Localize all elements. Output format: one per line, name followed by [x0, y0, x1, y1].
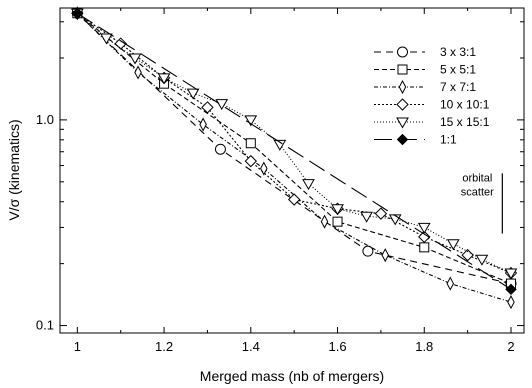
data-point [397, 46, 408, 58]
data-point [396, 133, 409, 146]
data-point [273, 139, 287, 151]
x-tick-label: 1.2 [155, 339, 173, 354]
data-point [388, 214, 402, 226]
data-point [287, 193, 301, 206]
data-point [418, 230, 431, 244]
data-point [504, 268, 518, 280]
orbital-scatter-annotation: orbital scatter [461, 172, 503, 234]
x-tick-label: 1.6 [328, 339, 346, 354]
data-point [332, 216, 343, 227]
data-point [199, 117, 207, 132]
x-axis-ticks: 1 1.2 1.4 1.6 1.8 2 [74, 8, 515, 354]
series-line [76, 12, 512, 303]
plot-frame [59, 7, 525, 334]
legend-label: 10 x 10:1 [440, 98, 490, 112]
data-point [475, 254, 489, 266]
data-point [186, 88, 200, 100]
data-point [134, 65, 142, 80]
data-point [446, 276, 455, 291]
x-tick-label: 1 [74, 339, 81, 354]
data-point [397, 64, 408, 75]
series-line [76, 12, 512, 285]
data-point [302, 179, 315, 191]
data-point [157, 73, 171, 85]
data-point [320, 214, 329, 229]
data-point [215, 99, 229, 111]
legend-label: 5 x 5:1 [440, 63, 476, 77]
legend-label: 15 x 15:1 [440, 115, 490, 129]
data-point [461, 248, 474, 262]
legend-label: 7 x 7:1 [440, 80, 476, 94]
x-axis-label: Merged mass (nb of mergers) [200, 368, 384, 384]
data-point [100, 33, 113, 45]
series-15-x-15-1 [70, 8, 518, 280]
y-axis-ticks: 0.1 1.0 [36, 21, 524, 333]
series-line [77, 12, 512, 290]
legend: 3 x 3:1 5 x 5:1 7 x 7:1 10 x 10:1 15 x 15:1 1… [374, 45, 490, 147]
data-point [360, 211, 373, 223]
x-tick-label: 1.8 [415, 339, 433, 354]
data-point [505, 283, 517, 296]
series-layer [70, 6, 518, 310]
data-point [244, 115, 258, 127]
x-tick-label: 1.4 [242, 339, 260, 354]
data-point [214, 143, 226, 155]
y-tick-label: 1.0 [36, 112, 54, 127]
data-point [374, 207, 388, 220]
data-point [417, 222, 431, 234]
data-point [396, 98, 409, 111]
data-point [71, 7, 84, 19]
data-point [396, 117, 409, 129]
data-point [331, 204, 344, 216]
y-axis-label: V/σ (kinematics) [6, 119, 22, 220]
legend-label: 1:1 [440, 133, 457, 147]
data-point [398, 79, 407, 95]
data-point [362, 245, 374, 257]
data-point [507, 295, 515, 310]
data-point [381, 248, 390, 263]
series-line [76, 12, 512, 274]
data-point [260, 161, 268, 176]
data-point [201, 101, 214, 114]
data-point [245, 138, 256, 149]
legend-label: 3 x 3:1 [440, 45, 476, 59]
data-point [128, 53, 142, 65]
series-1-1 [77, 12, 517, 296]
annotation-label-line-2: scatter [461, 186, 494, 198]
series-line [76, 12, 512, 285]
annotation-label-line-1: orbital [462, 172, 492, 184]
data-point [446, 239, 460, 251]
data-point [114, 37, 127, 50]
x-tick-label: 2 [507, 339, 514, 354]
data-point [244, 154, 258, 168]
data-point [419, 242, 430, 253]
y-tick-label: 0.1 [36, 318, 54, 333]
